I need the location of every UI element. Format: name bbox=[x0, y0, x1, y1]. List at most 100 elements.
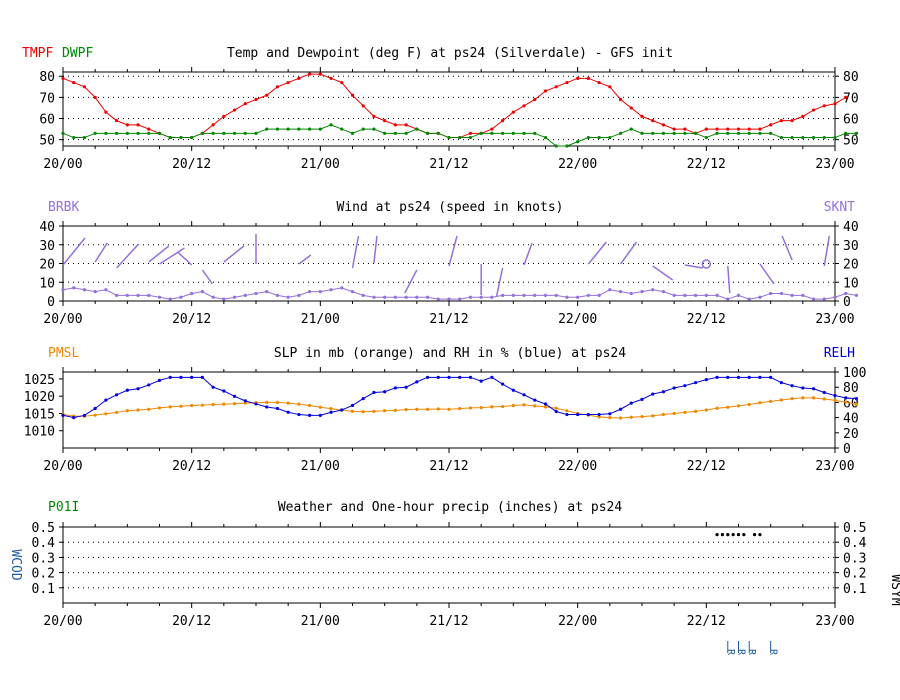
relh-point bbox=[833, 393, 837, 398]
relh-point bbox=[297, 412, 301, 417]
y-tick-label-left: 70 bbox=[39, 91, 55, 106]
y-tick-label-right: 0.4 bbox=[843, 536, 867, 551]
x-tick-label: 22/00 bbox=[558, 459, 597, 474]
y-tick-label-left: 0 bbox=[47, 295, 55, 310]
dwpf-point bbox=[222, 131, 226, 135]
tmpf-point bbox=[811, 108, 816, 112]
pmsl-point bbox=[393, 408, 397, 412]
dwpf-point bbox=[554, 144, 558, 148]
relh-point bbox=[554, 409, 558, 414]
relh-point bbox=[286, 410, 290, 414]
dwpf-point bbox=[704, 135, 708, 140]
tmpf-point bbox=[286, 80, 290, 85]
dwpf-point bbox=[844, 131, 848, 135]
dwpf-point bbox=[694, 131, 698, 135]
relh-point bbox=[608, 412, 612, 416]
pmsl-point bbox=[200, 403, 204, 407]
x-tick-label: 22/12 bbox=[687, 614, 726, 629]
relh-point bbox=[844, 396, 848, 400]
pmsl-point bbox=[361, 410, 365, 414]
x-tick-label: 21/12 bbox=[429, 157, 468, 172]
y-tick-label-left: 50 bbox=[39, 134, 55, 149]
relh-point bbox=[350, 403, 355, 408]
dwpf-point bbox=[297, 127, 301, 131]
y-tick-label-right: 80 bbox=[843, 381, 859, 396]
relh-point bbox=[157, 378, 162, 382]
relh-point bbox=[232, 394, 237, 398]
sknt-point bbox=[479, 295, 483, 299]
dwpf-point bbox=[511, 131, 515, 135]
y-tick-label-right: 20 bbox=[843, 258, 859, 273]
dwpf-point bbox=[93, 131, 97, 135]
tmpf-point bbox=[747, 127, 751, 131]
sknt-point bbox=[747, 297, 751, 301]
dwpf-point bbox=[715, 131, 719, 135]
tmpf-point bbox=[522, 104, 526, 108]
relh-point bbox=[125, 388, 129, 392]
tmpf-point bbox=[350, 93, 355, 97]
x-tick-label: 22/12 bbox=[687, 459, 726, 474]
pmsl-point bbox=[297, 402, 301, 406]
p01i-point bbox=[731, 533, 735, 537]
sknt-point bbox=[608, 288, 612, 292]
relh-point bbox=[340, 408, 344, 412]
dwpf-point bbox=[726, 131, 730, 135]
tmpf-point bbox=[511, 110, 515, 114]
weather-code-label: R bbox=[746, 649, 757, 656]
pmsl-point bbox=[597, 415, 601, 419]
panel-title: Temp and Dewpoint (deg F) at ps24 (Silve… bbox=[227, 46, 673, 61]
pmsl-point bbox=[93, 413, 97, 417]
y-tick-label-left: 40 bbox=[39, 220, 55, 235]
sknt-point bbox=[361, 293, 365, 297]
relh-point bbox=[168, 375, 172, 379]
sknt-point bbox=[651, 288, 655, 292]
dwpf-point bbox=[822, 135, 826, 140]
sknt-point bbox=[565, 295, 569, 299]
relh-point bbox=[822, 390, 826, 395]
tmpf-point bbox=[736, 127, 741, 131]
relh-point bbox=[211, 385, 215, 389]
tmpf-point bbox=[651, 119, 655, 123]
p01i-point bbox=[715, 533, 719, 537]
y-tick-label-right: 50 bbox=[843, 134, 859, 149]
y-tick-label-right: 0.2 bbox=[843, 567, 866, 582]
sknt-point bbox=[490, 295, 494, 299]
y-tick-label-left: 20 bbox=[39, 258, 55, 273]
panel-title: Wind at ps24 (speed in knots) bbox=[337, 200, 564, 215]
wind-barb bbox=[148, 245, 170, 263]
pmsl-point bbox=[447, 407, 451, 411]
relh-point bbox=[629, 401, 633, 405]
relh-point bbox=[543, 402, 548, 406]
sknt-point bbox=[640, 290, 644, 294]
dwpf-point bbox=[533, 131, 537, 135]
y-tick-label-left: 30 bbox=[39, 239, 55, 254]
pmsl-point bbox=[415, 407, 419, 411]
dwpf-point bbox=[232, 131, 237, 135]
x-tick-label: 20/12 bbox=[172, 614, 211, 629]
y-tick-label-right: 0.1 bbox=[843, 582, 866, 597]
weather-code-label: R bbox=[768, 649, 779, 656]
dwpf-point bbox=[168, 135, 172, 140]
sknt-point bbox=[425, 295, 430, 299]
relh-point bbox=[372, 390, 376, 395]
relh-point bbox=[597, 412, 601, 417]
relh-point bbox=[704, 378, 708, 382]
sknt-point bbox=[801, 293, 805, 297]
wind-barb bbox=[116, 243, 140, 269]
relh-point bbox=[640, 397, 644, 401]
sknt-point bbox=[329, 288, 333, 292]
dwpf-point bbox=[586, 135, 590, 140]
pmsl-point bbox=[704, 408, 708, 412]
relh-point bbox=[490, 375, 494, 379]
sknt-point bbox=[779, 291, 783, 296]
relh-point bbox=[265, 405, 269, 409]
x-tick-label: 23/00 bbox=[815, 614, 854, 629]
dwpf-point bbox=[393, 131, 397, 135]
sknt-point bbox=[468, 295, 473, 299]
sknt-point bbox=[157, 295, 162, 299]
pmsl-point bbox=[243, 401, 247, 405]
relh-point bbox=[854, 397, 859, 401]
dwpf-point bbox=[468, 135, 473, 140]
dwpf-point bbox=[522, 131, 526, 135]
sknt-point bbox=[308, 290, 312, 294]
